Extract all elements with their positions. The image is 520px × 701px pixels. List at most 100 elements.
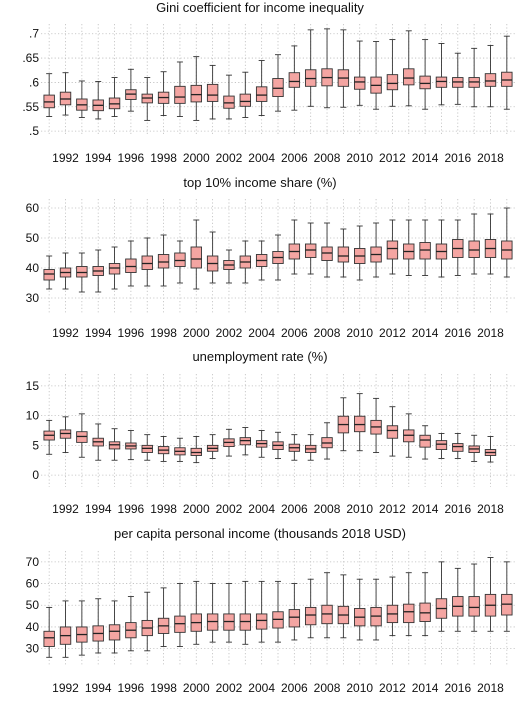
box-26 [452, 219, 464, 276]
x-tick-label: 2016 [444, 326, 471, 340]
box-2 [59, 416, 72, 453]
box-9 [174, 61, 186, 117]
y-tick-label: .7 [29, 27, 39, 41]
box-14 [255, 240, 268, 281]
x-tick-label: 2018 [477, 151, 504, 165]
x-tick-label: 2014 [412, 681, 439, 695]
box-iqr [304, 606, 317, 626]
x-tick-label: 1996 [118, 681, 145, 695]
box-12 [223, 249, 235, 284]
box-iqr [255, 613, 268, 630]
x-tick-label: 2016 [444, 681, 471, 695]
box-iqr [386, 240, 399, 260]
box-4 [92, 81, 104, 120]
box-19 [337, 29, 350, 108]
x-tick-label: 2004 [248, 681, 275, 695]
box-iqr [223, 95, 235, 109]
x-tick-label: 2008 [314, 502, 341, 516]
chart-panel-4: per capita personal income (thousands 20… [26, 526, 515, 695]
y-tick-label: .5 [29, 124, 39, 138]
box-18 [321, 222, 333, 278]
box-17 [304, 434, 317, 461]
box-iqr [255, 86, 268, 102]
box-iqr [419, 242, 431, 260]
box-17 [304, 578, 317, 639]
x-tick-label: 2002 [216, 681, 243, 695]
box-25 [435, 561, 448, 632]
box-22 [386, 576, 399, 637]
box-26 [452, 433, 464, 459]
box-10 [190, 219, 202, 290]
box-iqr [435, 440, 448, 450]
x-tick-label: 1992 [52, 681, 79, 695]
box-27 [468, 434, 480, 462]
box-23 [403, 413, 415, 458]
box-4 [92, 249, 104, 293]
box-4 [92, 423, 104, 461]
x-tick-label: 2000 [183, 502, 210, 516]
box-22 [386, 219, 399, 275]
box-15 [272, 580, 284, 643]
box-19 [337, 574, 350, 639]
box-25 [435, 433, 448, 459]
box-3 [76, 413, 88, 458]
box-29 [501, 561, 513, 632]
box-iqr [43, 269, 55, 281]
x-tick-label: 1994 [85, 151, 112, 165]
box-iqr [468, 596, 480, 617]
x-tick-label: 2000 [183, 326, 210, 340]
box-11 [206, 434, 219, 459]
box-11 [206, 583, 219, 643]
box-iqr [288, 609, 301, 628]
box-21 [370, 397, 382, 453]
chart-title: per capita personal income (thousands 20… [114, 526, 406, 541]
box-2 [59, 72, 72, 116]
box-1 [43, 73, 55, 117]
box-iqr [174, 85, 186, 104]
box-iqr [468, 240, 480, 258]
box-26 [452, 52, 464, 105]
y-tick-label: 0 [32, 468, 39, 482]
box-1 [43, 606, 55, 658]
box-iqr [174, 252, 186, 267]
x-tick-label: 1992 [52, 326, 79, 340]
x-tick-label: 1992 [52, 151, 79, 165]
box-17 [304, 222, 317, 275]
box-1 [43, 419, 55, 455]
x-tick-label: 2016 [444, 151, 471, 165]
box-14 [255, 430, 268, 458]
box-23 [403, 572, 415, 637]
box-iqr [190, 246, 202, 269]
box-12 [223, 583, 235, 643]
x-tick-label: 2010 [346, 681, 373, 695]
box-14 [255, 60, 268, 116]
chart-panel-1: Gini coefficient for income inequality .5… [22, 0, 515, 165]
x-tick-label: 2010 [346, 326, 373, 340]
y-tick-label: 50 [26, 231, 40, 245]
box-iqr [419, 75, 431, 90]
box-20 [354, 225, 366, 281]
x-tick-label: 1998 [150, 502, 177, 516]
box-8 [157, 587, 170, 647]
box-iqr [403, 68, 415, 86]
box-10 [190, 56, 202, 121]
box-21 [370, 222, 382, 278]
box-20 [354, 578, 366, 641]
box-16 [288, 583, 301, 641]
box-7 [141, 591, 153, 652]
box-7 [141, 77, 153, 121]
box-14 [255, 580, 268, 643]
box-13 [239, 240, 252, 284]
box-23 [403, 30, 415, 107]
box-25 [435, 219, 448, 278]
box-16 [288, 434, 301, 461]
box-21 [370, 578, 382, 641]
box-28 [484, 213, 497, 275]
box-iqr [272, 78, 284, 98]
x-tick-label: 2006 [281, 681, 308, 695]
x-tick-label: 2016 [444, 502, 471, 516]
x-tick-label: 2006 [281, 151, 308, 165]
chart-title: top 10% income share (%) [183, 175, 336, 190]
